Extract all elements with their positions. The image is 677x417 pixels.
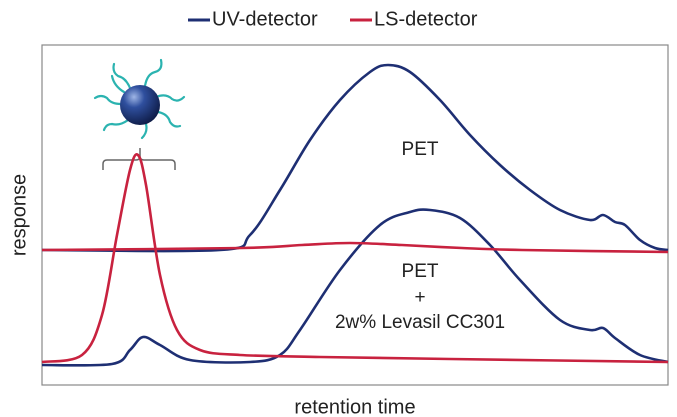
page: {"chart_data": {"type": "line", "x_label… — [0, 0, 677, 417]
legend-label: UV-detector — [212, 8, 318, 30]
nanoparticle — [120, 85, 160, 125]
chart: retention time response PET PET + 2w% Le… — [0, 0, 677, 417]
series-line — [42, 210, 668, 366]
x-axis-label: retention time — [294, 396, 415, 417]
y-axis-label: response — [8, 174, 30, 256]
annotation: PET — [402, 261, 439, 282]
annotation: 2w% Levasil CC301 — [335, 312, 505, 333]
legend-label: LS-detector — [374, 8, 478, 30]
annotation: + — [414, 287, 425, 308]
annotation: PET — [402, 139, 439, 160]
